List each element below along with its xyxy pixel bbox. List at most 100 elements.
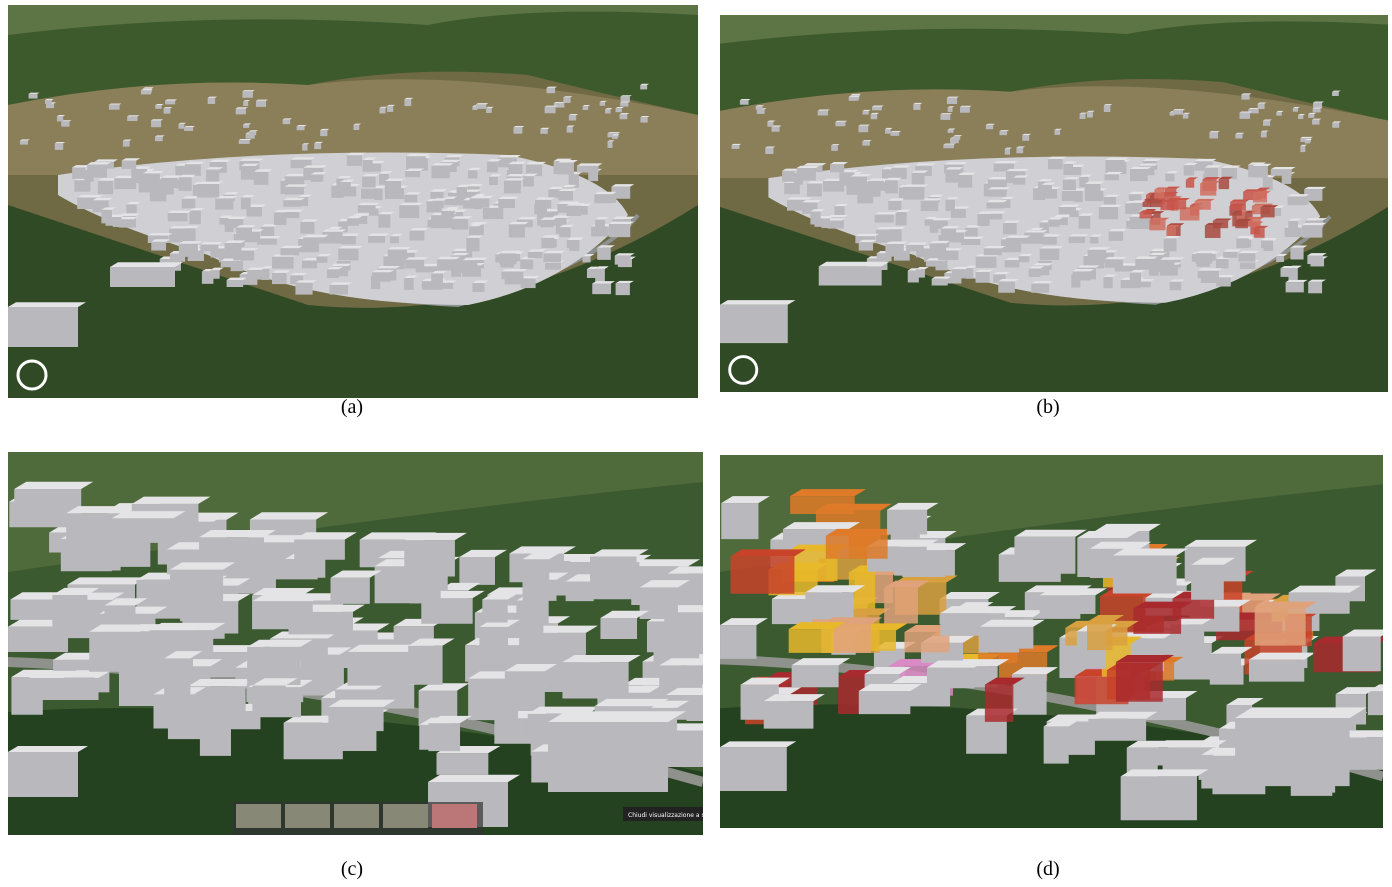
building [1105,159,1125,174]
building [1115,661,1163,702]
building-roof [108,103,122,105]
building-roof [444,154,464,158]
building-roof [436,256,461,260]
building-roof [1068,234,1089,237]
building-roof [1022,133,1032,136]
building [796,168,816,181]
building-roof [541,235,559,238]
building-roof [1104,171,1123,175]
building-roof [497,155,521,158]
building-roof [1252,163,1272,167]
thumbnail[interactable] [236,804,281,828]
building [154,136,163,142]
building [508,164,523,176]
building-roof [142,87,154,89]
building-roof [566,203,585,206]
building-roof [215,195,238,199]
building-roof [835,120,848,122]
building-roof [1235,218,1252,222]
building [885,243,904,257]
building-roof [1103,194,1120,197]
building [235,108,246,115]
building-roof [1194,198,1215,202]
building [1209,132,1218,139]
building [1248,109,1259,114]
building-roof [140,89,153,91]
building-roof [184,161,205,165]
building [87,164,108,178]
building [913,104,921,110]
building-roof [595,266,609,269]
building-roof [920,198,943,201]
building [889,229,902,242]
building-roof [767,120,776,122]
building-roof [786,197,813,200]
building-roof [489,174,502,177]
building [431,165,450,179]
building-roof [301,258,322,261]
building-roof [516,217,537,220]
building-roof [1304,186,1327,190]
compass-button[interactable] [728,355,759,385]
building [1241,94,1250,100]
building-roof [503,178,525,181]
building [238,140,250,144]
building [931,220,948,229]
building [620,102,629,107]
building [1088,718,1147,741]
building-roof [283,197,306,201]
building [619,114,628,120]
building-roof [161,175,182,178]
thumbnail[interactable] [285,804,330,828]
building [558,191,574,201]
building [1112,555,1177,594]
building-roof [815,503,892,511]
building-roof [615,280,634,284]
building [1054,129,1061,135]
building [494,718,539,744]
building-roof [608,221,635,225]
building [205,169,220,182]
building [200,244,219,252]
building-roof [915,266,929,270]
building-roof [122,139,132,141]
building [885,180,898,194]
thumbnail[interactable] [432,804,477,828]
building [1288,267,1298,281]
compass-button[interactable] [16,359,48,391]
building-roof [640,83,650,86]
building [283,722,343,760]
building-roof [1216,274,1235,278]
building [97,180,114,195]
building [592,283,612,295]
building [890,132,900,136]
building-roof [562,654,641,663]
building-roof [850,174,871,177]
building [501,271,524,280]
building-roof [362,157,377,161]
building-roof [322,229,347,232]
building [961,238,981,245]
building-roof [44,99,54,101]
building [482,207,504,220]
building-roof [940,226,961,229]
building-roof [940,606,1017,614]
thumbnail[interactable] [383,804,428,828]
building [993,163,1014,172]
building-roof [438,582,481,591]
building [404,277,414,290]
building [870,114,878,120]
building [590,556,637,585]
building-roof [441,208,459,211]
building [1135,258,1154,270]
building [273,212,287,225]
building-roof [582,104,591,107]
building-roof [986,199,1008,203]
building-roof [357,202,380,206]
thumbnail[interactable] [334,804,379,828]
building-roof [817,109,830,111]
building [357,205,376,213]
building [1194,201,1211,210]
building [219,217,229,225]
building-roof [987,177,1011,180]
